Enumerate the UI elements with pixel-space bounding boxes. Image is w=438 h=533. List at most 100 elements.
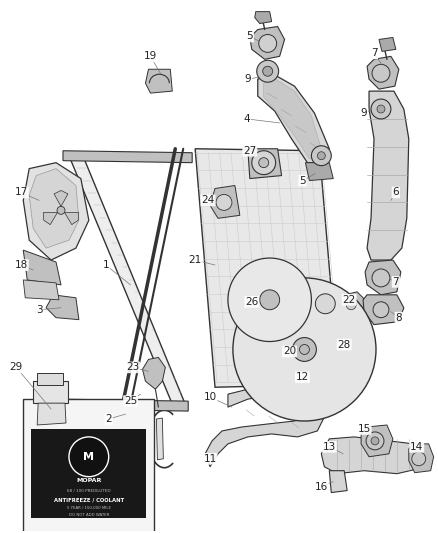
Circle shape [346,300,356,310]
Polygon shape [145,69,172,93]
Polygon shape [264,78,321,159]
Polygon shape [295,286,314,342]
Text: 14: 14 [410,442,424,452]
Polygon shape [142,358,165,389]
Circle shape [259,158,268,168]
Circle shape [252,151,276,175]
Circle shape [57,206,65,214]
Text: 18: 18 [14,260,28,270]
Circle shape [293,337,316,361]
Circle shape [366,432,384,450]
Polygon shape [252,297,301,346]
Polygon shape [271,304,292,333]
Text: 24: 24 [201,196,215,205]
Text: 16: 16 [315,482,328,491]
Text: 26: 26 [245,297,258,307]
Polygon shape [258,73,329,163]
Polygon shape [247,304,268,333]
Circle shape [69,437,109,477]
Text: 13: 13 [323,442,336,452]
Polygon shape [195,149,339,387]
Polygon shape [329,471,347,492]
Polygon shape [37,403,66,425]
Polygon shape [247,266,268,295]
Polygon shape [43,212,57,224]
Polygon shape [69,156,185,404]
Polygon shape [365,260,401,295]
Text: 5: 5 [299,175,306,185]
Circle shape [412,452,426,466]
Text: DO NOT ADD WATER: DO NOT ADD WATER [69,513,109,518]
Polygon shape [341,292,367,320]
Circle shape [372,269,390,287]
Polygon shape [64,212,79,224]
Text: 8: 8 [396,313,402,322]
Text: 5 YEAR / 150,000 MILE: 5 YEAR / 150,000 MILE [67,506,111,511]
Circle shape [260,290,279,310]
Polygon shape [409,444,434,473]
Text: 27: 27 [243,146,256,156]
Polygon shape [294,384,321,399]
Polygon shape [295,357,314,413]
Text: 4: 4 [244,114,250,124]
Polygon shape [308,297,357,346]
Text: 9: 9 [361,108,367,118]
Polygon shape [308,353,357,401]
Polygon shape [23,280,59,300]
Bar [37,373,63,385]
Polygon shape [311,290,339,318]
Polygon shape [379,37,396,51]
Polygon shape [205,387,324,467]
Text: ANTIFREEZE / COOLANT: ANTIFREEZE / COOLANT [54,497,124,502]
Polygon shape [29,168,79,248]
Polygon shape [61,399,188,411]
Circle shape [371,437,379,445]
Text: 3: 3 [36,305,42,314]
Polygon shape [156,418,163,460]
Polygon shape [210,185,240,219]
Circle shape [300,344,309,354]
Text: 11: 11 [203,454,217,464]
Text: 28: 28 [338,340,351,350]
Polygon shape [271,266,292,295]
Circle shape [373,302,389,318]
Text: 68 / 100 PREDILUTED: 68 / 100 PREDILUTED [67,489,111,492]
Bar [23,399,155,533]
Polygon shape [91,409,148,424]
Text: 12: 12 [296,372,309,382]
Polygon shape [250,27,285,59]
Circle shape [233,278,376,421]
Polygon shape [252,353,301,401]
Polygon shape [23,250,61,285]
Circle shape [259,35,277,52]
Polygon shape [46,295,79,320]
Polygon shape [363,295,404,325]
Polygon shape [321,437,424,474]
Polygon shape [367,91,409,260]
Polygon shape [367,56,399,89]
Circle shape [377,105,385,113]
Text: 15: 15 [357,424,371,434]
Polygon shape [339,335,359,359]
Circle shape [216,195,232,211]
Circle shape [257,60,279,82]
Text: 9: 9 [244,74,251,84]
Text: MOPAR: MOPAR [76,478,102,483]
Text: 7: 7 [392,277,399,287]
Text: 2: 2 [106,414,112,424]
Bar [33,381,68,403]
Text: 1: 1 [102,260,109,270]
Polygon shape [63,151,192,163]
Bar [31,429,146,519]
Text: 25: 25 [124,396,137,406]
Text: 22: 22 [343,295,356,305]
Polygon shape [234,294,263,305]
Text: 20: 20 [283,346,296,357]
Polygon shape [248,149,282,179]
Circle shape [371,99,391,119]
Text: 10: 10 [204,392,217,402]
Polygon shape [23,163,89,260]
Polygon shape [305,163,333,181]
Text: 19: 19 [144,51,157,61]
Circle shape [228,258,311,342]
